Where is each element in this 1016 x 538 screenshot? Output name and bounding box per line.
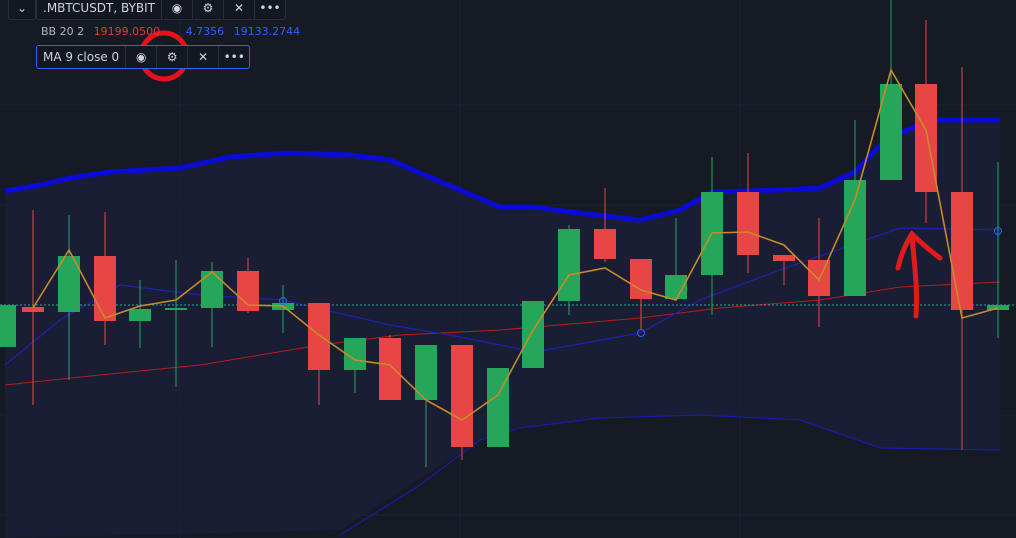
ma-line	[32, 67, 999, 421]
close-button[interactable]: ✕	[223, 0, 254, 19]
bb-label: BB 20 2	[41, 25, 85, 38]
more-button[interactable]: •••	[218, 46, 249, 68]
candle-body	[22, 307, 44, 312]
candle-body	[844, 180, 866, 296]
bb-legend: BB 20 2 19199.0500 4.7356 19133.2744	[41, 25, 300, 38]
candle-body	[165, 308, 187, 310]
ma-bar: MA 9 close 0 ◉ ⚙ ✕ •••	[36, 45, 251, 69]
bb-lower-line	[339, 414, 1001, 536]
eye-button[interactable]: ◉	[161, 0, 192, 19]
candle-body	[880, 84, 902, 180]
settings-button[interactable]: ⚙	[192, 0, 223, 19]
annotation-arrow	[895, 230, 943, 319]
candle-body	[344, 338, 366, 370]
candle-body	[58, 256, 80, 312]
bb-upper-line	[4, 117, 1000, 223]
candle-body	[94, 256, 116, 321]
more-button[interactable]: •••	[254, 0, 285, 19]
marker	[279, 297, 287, 305]
bb-basis: 19199.0500	[93, 25, 161, 38]
candle-body	[915, 84, 937, 192]
candle-body	[522, 301, 544, 368]
candle-body	[665, 275, 687, 299]
candle-body	[415, 345, 437, 400]
candle-body	[308, 303, 330, 370]
candle-body	[808, 260, 830, 296]
ma-label: MA 9 close 0	[43, 50, 120, 64]
candle-body	[379, 338, 401, 400]
candle-body	[451, 345, 473, 447]
marker	[994, 227, 1002, 235]
candle-body	[951, 192, 973, 310]
symbol: .MBTCUSDT, BYBIT	[43, 1, 156, 15]
candle-body	[630, 259, 652, 299]
candle-body	[201, 271, 223, 308]
bb-upper: 4.7356	[185, 25, 225, 38]
collapse-button[interactable]: ⌄	[8, 0, 36, 20]
candle-body	[487, 368, 509, 447]
candle-body	[129, 309, 151, 321]
close-button[interactable]: ✕	[187, 46, 218, 68]
eye-button[interactable]: ◉	[125, 46, 156, 68]
candle-body	[773, 255, 795, 261]
candle-body	[558, 229, 580, 301]
bb-lower: 19133.2744	[233, 25, 301, 38]
symbol-bar: .MBTCUSDT, BYBIT ◉ ⚙ ✕ •••	[36, 0, 287, 20]
marker	[637, 329, 645, 337]
candle-body	[987, 305, 1009, 310]
candle-body	[737, 192, 759, 255]
candle-body	[594, 229, 616, 259]
candle-body	[0, 305, 16, 347]
mid-line	[4, 227, 1001, 366]
candles	[0, 0, 1009, 467]
settings-button[interactable]: ⚙	[156, 46, 187, 68]
